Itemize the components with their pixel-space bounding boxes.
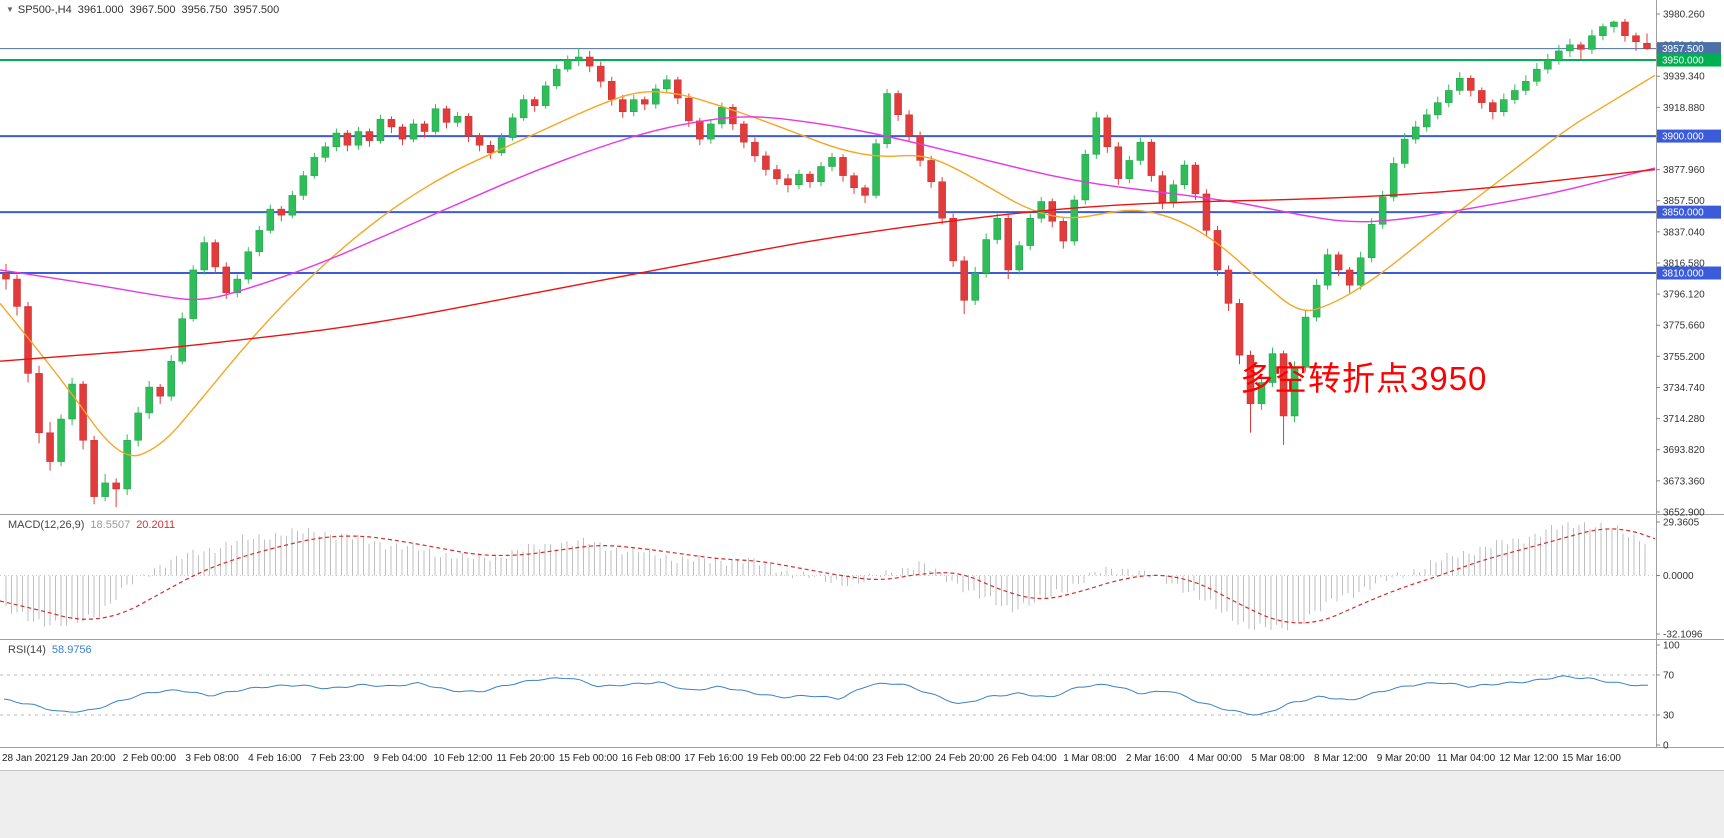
price-axis-label: 3693.820 (1663, 445, 1705, 456)
price-axis-label: 3816.580 (1663, 258, 1705, 269)
price-axis-label: 3796.120 (1663, 290, 1705, 301)
time-axis-label: 2 Mar 16:00 (1126, 753, 1180, 764)
macd-panel: 29.3605 0.0000 -32.1096 (0, 518, 1703, 640)
price-axis-label: 3980.260 (1663, 9, 1705, 20)
price-axis-label: 3775.660 (1663, 321, 1705, 332)
rsi-axis-label: 70 (1663, 671, 1675, 682)
time-axis-label: 11 Feb 20:00 (496, 753, 555, 764)
price-axis-label: 3652.900 (1663, 507, 1705, 518)
macd-signal-value: 20.2011 (136, 519, 176, 531)
price-axis-label: 3734.740 (1663, 383, 1705, 394)
time-axis-label: 26 Feb 04:00 (998, 753, 1057, 764)
bar-open-value: 3961.000 (77, 4, 124, 16)
time-axis-label: 15 Mar 16:00 (1562, 753, 1621, 764)
time-axis-label: 12 Mar 12:00 (1499, 753, 1558, 764)
moving-average-lines (0, 74, 1656, 457)
time-axis-label: 15 Feb 00:00 (559, 753, 618, 764)
price-axis-label: 3918.880 (1663, 103, 1705, 114)
chart-text-annotation[interactable]: 多空转折点3950 (1240, 360, 1488, 397)
time-axis-label: 8 Mar 12:00 (1314, 753, 1368, 764)
rsi-axis-label: 30 (1663, 711, 1675, 722)
rsi-axis-label: 100 (1663, 641, 1680, 652)
ma-fast-orange (0, 74, 1656, 457)
rsi-axis-label: 0 (1663, 741, 1669, 752)
collapse-chevron-icon[interactable]: ▼ (6, 5, 14, 14)
time-axis-label: 5 Mar 08:00 (1251, 753, 1305, 764)
macd-main-value: 18.5507 (90, 519, 131, 531)
rsi-panel: 100 70 30 0 (0, 641, 1680, 752)
panel-separators (0, 0, 1724, 748)
bar-low-value: 3956.750 (181, 4, 228, 16)
price-axis-label: 3714.280 (1663, 414, 1705, 425)
macd-axis-label: -32.1096 (1663, 629, 1703, 640)
time-axis-label: 1 Mar 08:00 (1063, 753, 1117, 764)
bar-close-value: 3957.500 (233, 4, 280, 16)
price-axis-label: 3673.360 (1663, 476, 1705, 487)
horizontal-level-lines (0, 48, 1656, 274)
time-axis-label: 2 Feb 00:00 (123, 753, 177, 764)
price-axis-label: 3877.960 (1663, 165, 1705, 176)
macd-axis-label: 0.0000 (1663, 571, 1694, 582)
time-axis-label: 7 Feb 23:00 (311, 753, 365, 764)
time-axis-label: 4 Mar 00:00 (1189, 753, 1243, 764)
rsi-name: RSI(14) (8, 644, 46, 656)
rsi-line (3, 675, 1649, 716)
time-axis-label: 4 Feb 16:00 (248, 753, 302, 764)
rsi-indicator-label: RSI(14) 58.9756 (8, 644, 92, 656)
rsi-value: 58.9756 (51, 644, 92, 656)
time-axis-label: 9 Feb 04:00 (374, 753, 428, 764)
macd-signal-line (0, 528, 1656, 624)
ma-slow-red (0, 168, 1656, 362)
price-badge-label: 3950.000 (1662, 56, 1704, 67)
time-axis-label: 24 Feb 20:00 (935, 753, 994, 764)
price-badge-label: 3900.000 (1662, 132, 1704, 143)
time-axis-label: 9 Mar 20:00 (1377, 753, 1431, 764)
symbol-timeframe-label: SP500-,H4 (17, 4, 72, 16)
price-axis[interactable]: 3980.2603959.8003939.3403918.8803898.420… (1656, 9, 1705, 518)
time-axis-label: 29 Jan 20:00 (58, 753, 116, 764)
macd-axis-label: 29.3605 (1663, 518, 1700, 529)
macd-name: MACD(12,26,9) (8, 519, 85, 531)
ma-mid-magenta (0, 116, 1656, 301)
macd-indicator-label: MACD(12,26,9) 18.5507 20.2011 (8, 519, 175, 531)
time-axis[interactable]: 28 Jan 2021 29 Jan 20:00 2 Feb 00:00 3 Feb … (2, 753, 1621, 764)
price-badge-label: 3957.500 (1662, 44, 1704, 55)
window-footer (0, 770, 1724, 838)
time-axis-label: 17 Feb 16:00 (684, 753, 743, 764)
bar-high-value: 3967.500 (129, 4, 176, 16)
price-axis-label: 3837.040 (1663, 227, 1705, 238)
symbol-info-line[interactable]: ▼ SP500-,H4 3961.000 3967.500 3956.750 3957.5… (6, 4, 285, 16)
time-axis-label: 11 Mar 04:00 (1437, 753, 1496, 764)
time-axis-label: 3 Feb 08:00 (185, 753, 239, 764)
price-axis-label: 3939.340 (1663, 72, 1705, 83)
time-axis-label: 28 Jan 2021 (2, 753, 57, 764)
time-axis-label: 23 Feb 12:00 (872, 753, 931, 764)
price-badge-label: 3810.000 (1662, 268, 1704, 279)
price-axis-label: 3755.200 (1663, 352, 1705, 363)
candlesticks (2, 18, 1651, 508)
price-axis-label: 3857.500 (1663, 196, 1705, 207)
chart-canvas[interactable]: 3980.2603959.8003939.3403918.8803898.420… (0, 0, 1724, 770)
time-axis-label: 19 Feb 00:00 (747, 753, 806, 764)
price-badge-label: 3850.000 (1662, 208, 1704, 219)
time-axis-label: 10 Feb 12:00 (433, 753, 492, 764)
time-axis-label: 16 Feb 08:00 (622, 753, 681, 764)
time-axis-label: 22 Feb 04:00 (810, 753, 869, 764)
